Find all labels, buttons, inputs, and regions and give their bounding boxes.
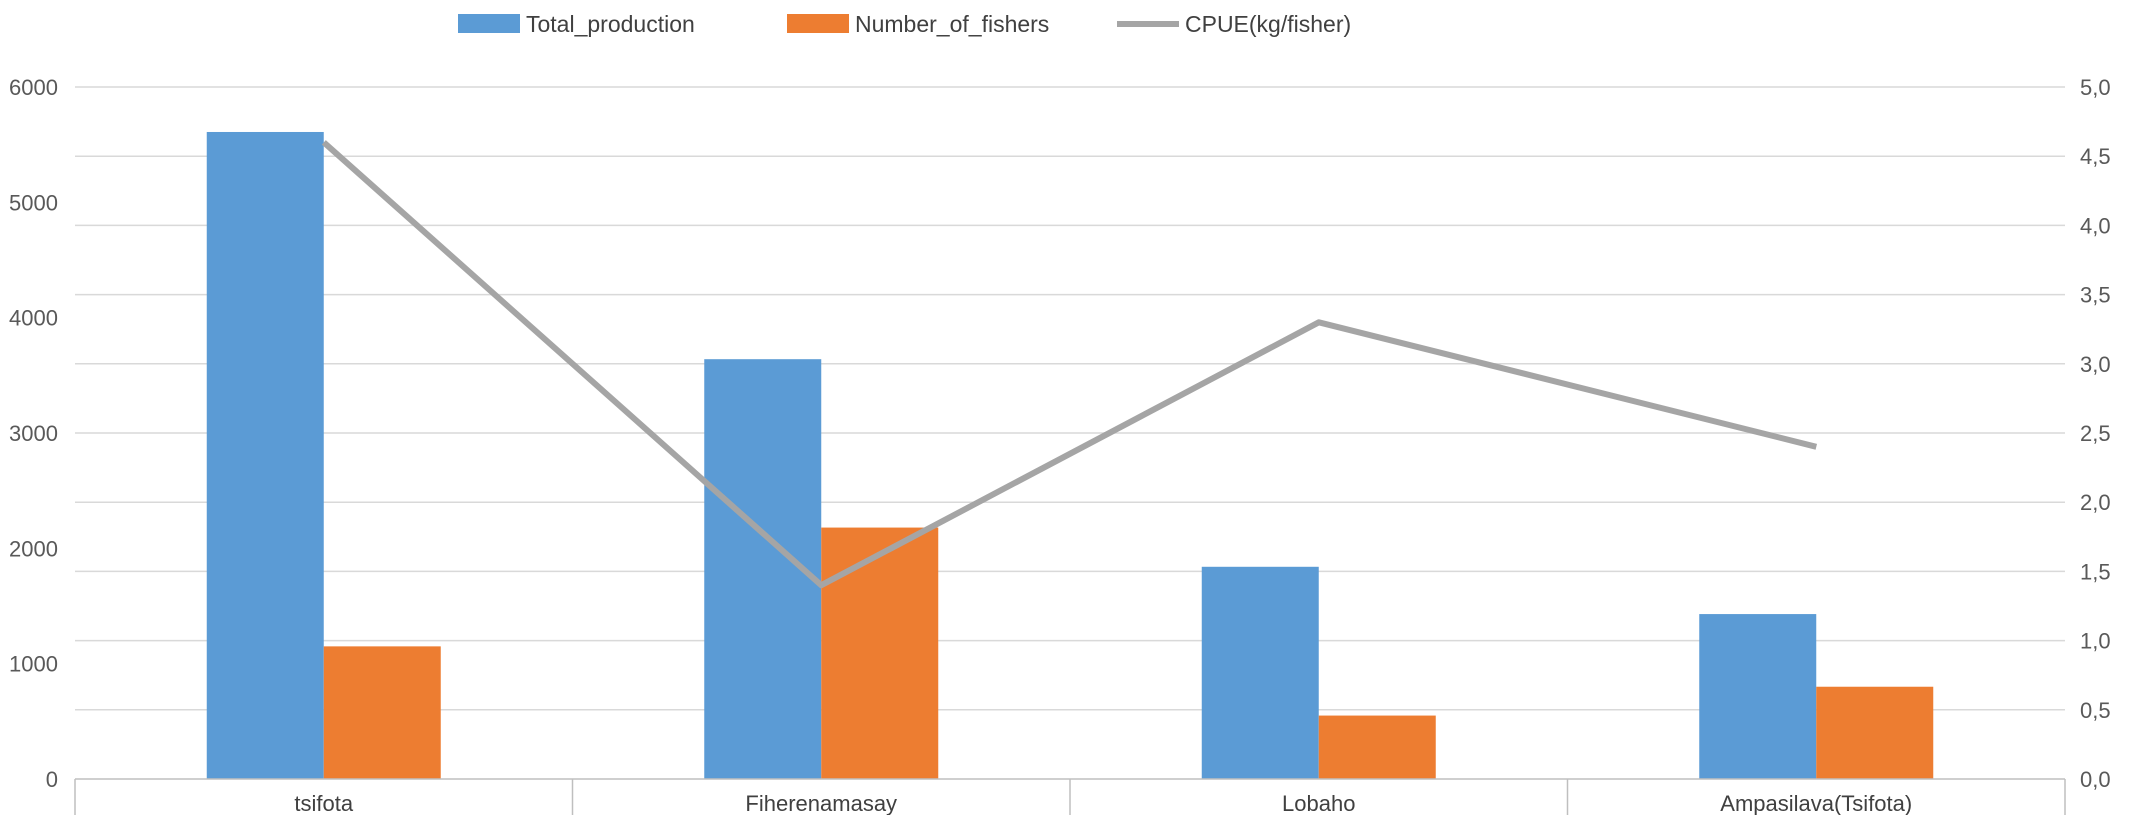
series-line-cpue (321, 140, 1818, 589)
bar-number-of-fishers-1 (821, 527, 939, 779)
bar-number-of-fishers-0 (323, 646, 441, 779)
right-tick-label: 3,0 (2080, 352, 2111, 377)
bar-total-production-2 (1201, 566, 1319, 779)
category-label: Fiherenamasay (745, 791, 897, 815)
legend: Total_production Number_of_fishers CPUE(kg… (458, 11, 1351, 37)
category-label: Ampasilava(Tsifota) (1720, 791, 1912, 815)
right-tick-label: 2,0 (2080, 490, 2111, 515)
bar-number-of-fishers-2 (1318, 715, 1436, 779)
x-axis (74, 778, 2066, 815)
right-tick-label: 4,0 (2080, 213, 2111, 238)
bar-number-of-fishers-3 (1816, 686, 1934, 779)
right-y-axis: 0,0 0,5 1,0 1,5 2,0 2,5 3,0 3,5 4,0 4,5 5,0 (2080, 75, 2111, 792)
left-tick-label: 1000 (9, 652, 58, 677)
legend-label: Number_of_fishers (855, 11, 1049, 37)
bar-total-production-0 (206, 131, 324, 780)
left-y-axis: 0 1000 2000 3000 4000 5000 6000 (9, 75, 58, 792)
left-tick-label: 0 (46, 767, 58, 792)
right-tick-label: 4,5 (2080, 144, 2111, 169)
category-labels: tsifota Fiherenamasay Lobaho Ampasilava(Tsi… (294, 791, 1912, 815)
legend-swatch (787, 14, 849, 33)
gridlines (75, 86, 2065, 711)
category-label: Lobaho (1282, 791, 1355, 815)
left-tick-label: 6000 (9, 75, 58, 100)
right-tick-label: 1,5 (2080, 559, 2111, 584)
legend-label: CPUE(kg/fisher) (1185, 11, 1351, 37)
bar-total-production-3 (1699, 614, 1817, 779)
right-tick-label: 3,5 (2080, 283, 2111, 308)
left-tick-label: 4000 (9, 306, 58, 331)
right-tick-label: 0,0 (2080, 767, 2111, 792)
legend-label: Total_production (526, 11, 695, 37)
category-label: tsifota (294, 791, 353, 815)
left-tick-label: 5000 (9, 190, 58, 215)
legend-swatch (458, 14, 520, 33)
bars (206, 131, 1934, 780)
right-tick-label: 5,0 (2080, 75, 2111, 100)
right-tick-label: 0,5 (2080, 698, 2111, 723)
right-tick-label: 2,5 (2080, 421, 2111, 446)
left-tick-label: 2000 (9, 536, 58, 561)
right-tick-label: 1,0 (2080, 629, 2111, 654)
left-tick-label: 3000 (9, 421, 58, 446)
cpue-line (321, 140, 1818, 589)
